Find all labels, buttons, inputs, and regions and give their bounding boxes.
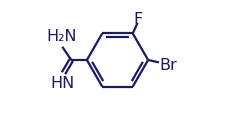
Text: Br: Br bbox=[160, 58, 177, 73]
Text: HN: HN bbox=[51, 76, 75, 91]
Text: F: F bbox=[133, 12, 143, 27]
Text: H₂N: H₂N bbox=[47, 29, 77, 44]
